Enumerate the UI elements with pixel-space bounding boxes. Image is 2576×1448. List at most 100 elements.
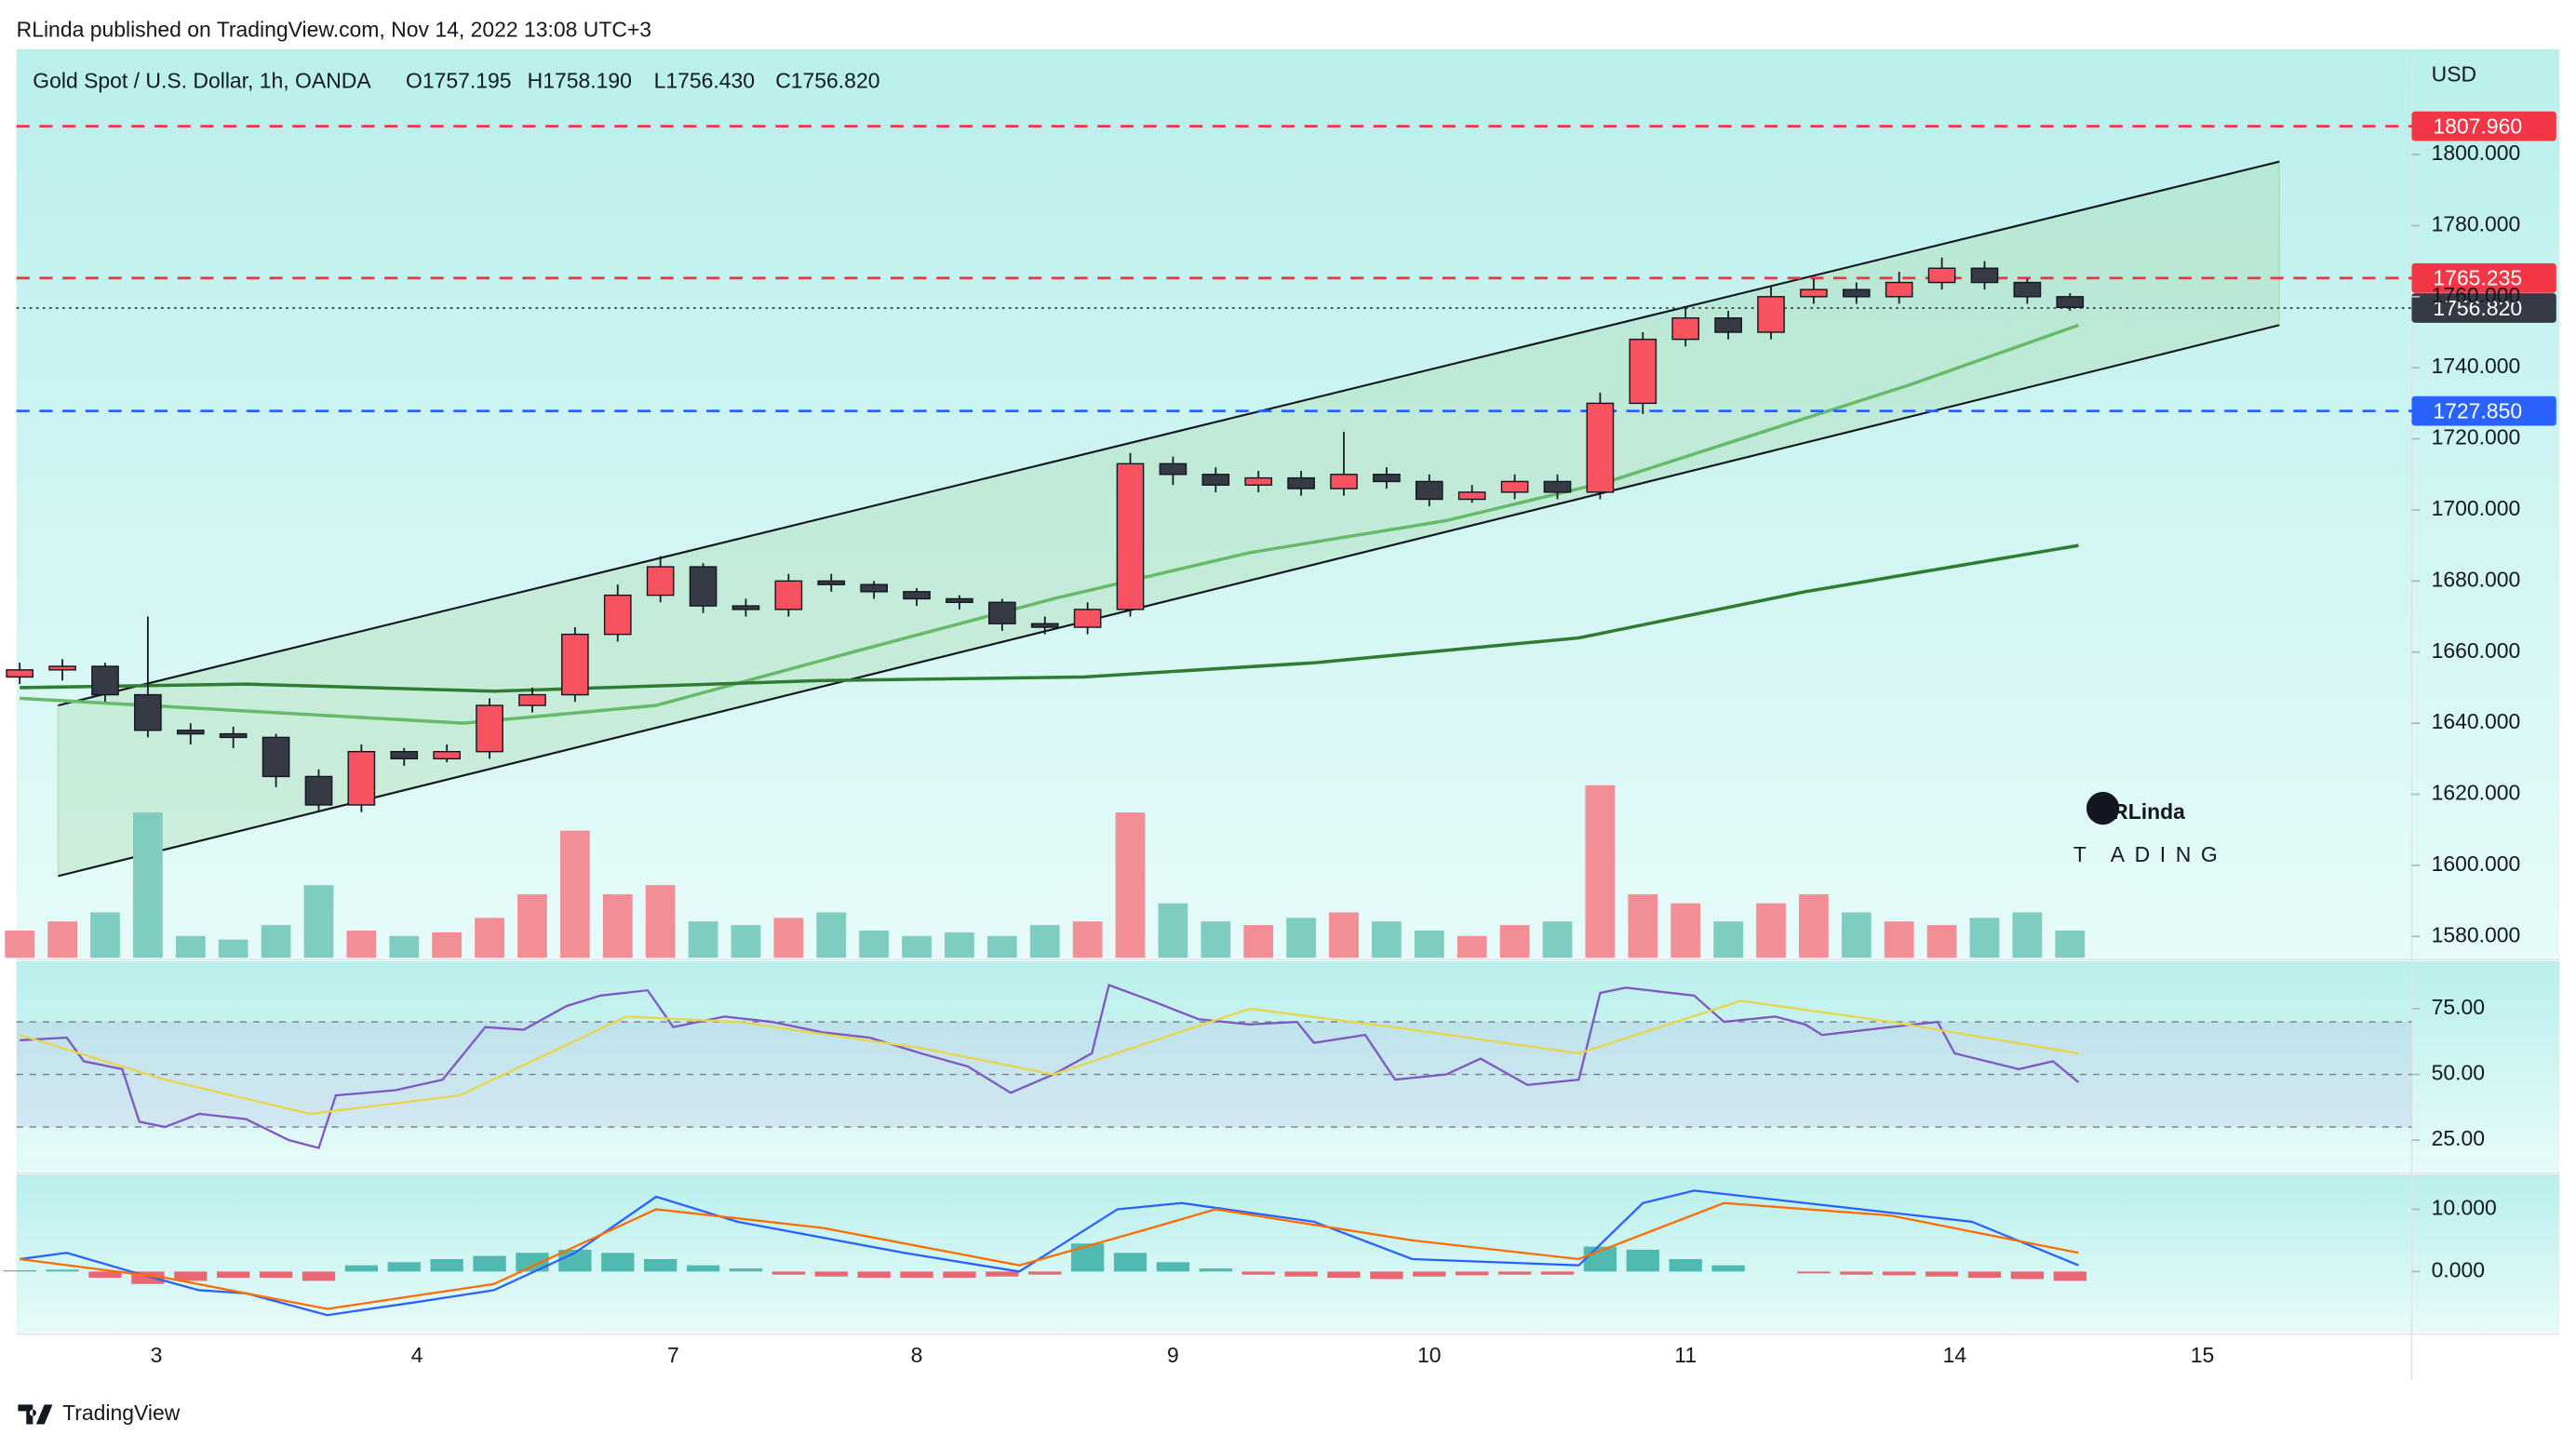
candle-body — [304, 775, 333, 806]
price-level-label: 1807.960 — [2433, 114, 2522, 138]
y-tick-label: 10.000 — [2432, 1196, 2497, 1220]
macd-histogram-bar — [943, 1271, 976, 1279]
candle-body — [731, 605, 760, 610]
macd-histogram-bar — [1156, 1262, 1190, 1272]
macd-histogram-bar — [900, 1271, 933, 1279]
volume-bar — [1499, 925, 1530, 959]
macd-histogram-bar — [1967, 1271, 2002, 1279]
macd-histogram-bar — [1456, 1271, 1489, 1276]
y-tick-label: 50.00 — [2432, 1061, 2485, 1085]
candle-body — [1629, 338, 1657, 405]
macd-histogram-bar — [344, 1265, 379, 1272]
price-level-tag — [2411, 396, 2556, 426]
candle-body — [1927, 267, 1956, 284]
ohlc-close: C1756.820 — [775, 68, 879, 92]
candle-body — [1842, 288, 1871, 298]
candle-body — [347, 750, 376, 806]
y-tick-label: 1640.000 — [2432, 709, 2521, 733]
candle-body — [1757, 296, 1785, 333]
volume-bar — [2055, 930, 2086, 959]
candle-body — [1287, 476, 1315, 489]
macd-histogram-bar — [430, 1258, 463, 1272]
x-tick-label: 8 — [911, 1343, 923, 1367]
macd-pane — [16, 1174, 2560, 1333]
volume-bar — [47, 921, 77, 959]
logo-icon — [18, 1404, 53, 1425]
macd-histogram-bar — [729, 1268, 763, 1272]
y-tick-label: 1600.000 — [2432, 851, 2521, 876]
candle-body — [1073, 609, 1102, 628]
candle-body — [603, 594, 632, 636]
macd-histogram-bar — [217, 1271, 250, 1279]
candle-body — [134, 693, 162, 731]
candle-body — [176, 730, 205, 735]
candle-body — [390, 750, 419, 760]
volume-bar — [1329, 912, 1359, 959]
volume-bar — [475, 918, 504, 959]
volume-bar — [773, 918, 804, 959]
x-tick-label: 4 — [411, 1343, 423, 1367]
y-tick-label: 75.00 — [2432, 995, 2485, 1019]
volume-bar — [346, 930, 377, 959]
price-level-tag — [2411, 111, 2556, 141]
macd-histogram-bar — [1413, 1271, 1446, 1277]
candle-body — [1885, 281, 1913, 298]
volume-bar — [1969, 918, 2000, 959]
price-level-label: 1756.820 — [2433, 296, 2522, 320]
volume-bar — [1841, 912, 1872, 959]
candle-body — [1671, 317, 1700, 341]
volume-bar — [859, 930, 890, 959]
y-tick-label: 1780.000 — [2432, 211, 2521, 235]
x-tick-label: 11 — [1674, 1343, 1697, 1367]
publish-header: RLinda published on TradingView.com, Nov… — [17, 18, 651, 42]
macd-histogram-bar — [601, 1253, 635, 1272]
volume-bar — [175, 935, 206, 959]
candle-body — [646, 566, 675, 597]
volume-bar — [645, 885, 676, 959]
volume-bar — [1926, 925, 1957, 959]
macd-histogram-bar — [644, 1258, 678, 1272]
macd-histogram-bar — [259, 1271, 293, 1279]
y-tick-label: 1680.000 — [2432, 567, 2521, 591]
macd-histogram-bar — [686, 1265, 720, 1272]
macd-histogram-bar — [814, 1271, 848, 1277]
macd-histogram-bar — [88, 1271, 122, 1279]
x-tick-label: 3 — [151, 1343, 163, 1367]
macd-histogram-bar — [1370, 1271, 1403, 1280]
volume-bar — [5, 930, 35, 959]
macd-histogram-bar — [558, 1249, 592, 1272]
candle-body — [6, 669, 34, 678]
x-tick-label: 9 — [1167, 1343, 1179, 1367]
volume-bar — [1799, 893, 1829, 959]
x-tick-label: 10 — [1417, 1343, 1442, 1367]
candle-body — [1500, 480, 1529, 493]
candle-body — [1714, 317, 1742, 333]
candle-body — [1201, 474, 1230, 486]
candle-body — [2056, 296, 2085, 308]
volume-bar — [1115, 812, 1146, 959]
candle-body — [774, 580, 803, 610]
volume-bar — [1372, 921, 1402, 959]
candle-body — [48, 665, 76, 671]
macd-histogram-bar — [986, 1271, 1019, 1277]
indicator-line — [20, 323, 2080, 725]
candle-body — [817, 580, 846, 585]
x-tick-label: 15 — [2191, 1343, 2215, 1367]
volume-bar — [90, 912, 120, 959]
candle-body — [1415, 480, 1443, 501]
volume-bar — [132, 812, 163, 959]
channel-line — [58, 160, 2280, 707]
channel-line — [58, 324, 2280, 878]
ohlc-low: L1756.430 — [654, 68, 755, 92]
volume-bar — [303, 885, 334, 959]
candle-body — [1543, 480, 1572, 493]
macd-histogram-bar — [1497, 1271, 1532, 1275]
candle-body — [561, 633, 589, 696]
volume-bar — [1243, 925, 1274, 959]
watermark-subtitle: T ADING — [2073, 842, 2228, 866]
macd-histogram-bar — [473, 1255, 506, 1272]
volume-bar — [2012, 912, 2043, 959]
indicator-line — [19, 999, 2079, 1116]
footer-logo: TradingView — [18, 1401, 181, 1425]
